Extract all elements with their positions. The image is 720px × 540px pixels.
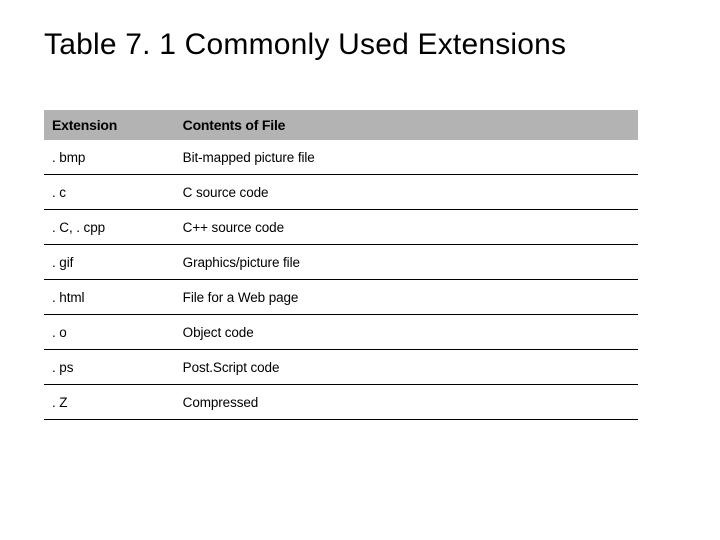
cell-contents: Bit-mapped picture file (175, 140, 638, 175)
cell-contents: Compressed (175, 385, 638, 420)
cell-extension: . Z (44, 385, 175, 420)
cell-contents: Object code (175, 315, 638, 350)
table-row: . C, . cpp C++ source code (44, 210, 638, 245)
table-row: . gif Graphics/picture file (44, 245, 638, 280)
cell-extension: . c (44, 175, 175, 210)
slide: Table 7. 1 Commonly Used Extensions Exte… (0, 0, 720, 540)
cell-extension: . C, . cpp (44, 210, 175, 245)
cell-contents: C source code (175, 175, 638, 210)
cell-extension: . gif (44, 245, 175, 280)
extensions-table: Extension Contents of File . bmp Bit-map… (44, 110, 638, 420)
table-row: . o Object code (44, 315, 638, 350)
col-header-extension: Extension (44, 110, 175, 140)
cell-extension: . ps (44, 350, 175, 385)
cell-contents: File for a Web page (175, 280, 638, 315)
cell-contents: C++ source code (175, 210, 638, 245)
col-header-contents: Contents of File (175, 110, 638, 140)
cell-extension: . bmp (44, 140, 175, 175)
table-row: . html File for a Web page (44, 280, 638, 315)
table-row: . ps Post.Script code (44, 350, 638, 385)
table-row: . c C source code (44, 175, 638, 210)
page-title: Table 7. 1 Commonly Used Extensions (44, 28, 678, 62)
cell-contents: Post.Script code (175, 350, 638, 385)
table-row: . bmp Bit-mapped picture file (44, 140, 638, 175)
table-row: . Z Compressed (44, 385, 638, 420)
cell-extension: . html (44, 280, 175, 315)
table-header-row: Extension Contents of File (44, 110, 638, 140)
cell-extension: . o (44, 315, 175, 350)
extensions-table-wrap: Extension Contents of File . bmp Bit-map… (44, 110, 638, 420)
cell-contents: Graphics/picture file (175, 245, 638, 280)
